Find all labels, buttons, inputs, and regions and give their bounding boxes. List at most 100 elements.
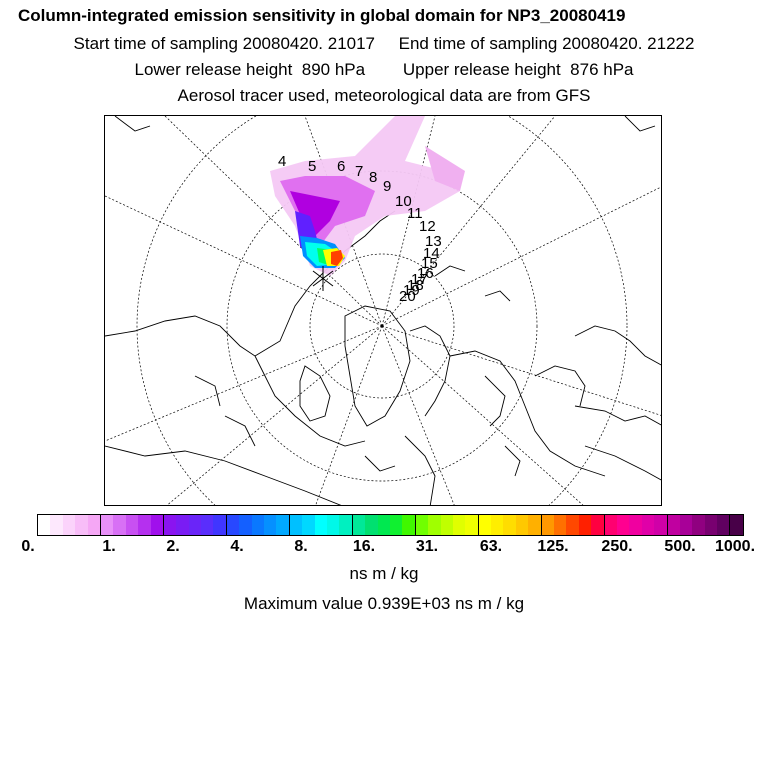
colorbar-segment xyxy=(428,515,441,535)
colorbar-segment xyxy=(566,515,579,535)
colorbar-segment xyxy=(239,515,252,535)
colorbar-segment xyxy=(351,515,366,535)
meridian xyxy=(381,325,584,505)
meridian xyxy=(381,116,436,327)
trajectory-label: 15 xyxy=(421,255,438,272)
colorbar-segment xyxy=(276,515,289,535)
colorbar-segment xyxy=(162,515,177,535)
tracer-info-line: Aerosol tracer used, meteorological data… xyxy=(177,86,591,105)
trajectory-label: 7 xyxy=(355,163,363,180)
colorbar-segment xyxy=(150,515,163,535)
colorbar-tick: 63. xyxy=(479,538,503,555)
colorbar-segment xyxy=(62,515,76,535)
colorbar-segment xyxy=(50,515,63,535)
trajectory-label: 12 xyxy=(419,218,436,235)
colorbar-segment xyxy=(188,515,202,535)
colorbar-segment xyxy=(213,515,226,535)
colorbar-segment xyxy=(503,515,516,535)
meridian xyxy=(166,325,383,505)
colorbar-segment xyxy=(717,515,730,535)
colorbar-tick: 0. xyxy=(21,538,35,555)
colorbar-segment xyxy=(314,515,327,535)
colorbar-tick: 250. xyxy=(601,538,633,555)
colorbar-segment xyxy=(402,515,415,535)
colorbar-units: ns m / kg xyxy=(349,564,419,583)
colorbar-segment xyxy=(641,515,655,535)
trajectory-label: 6 xyxy=(337,158,345,175)
colorbar-segment xyxy=(591,515,604,535)
colorbar-segment xyxy=(138,515,151,535)
meridian xyxy=(105,195,383,327)
colorbar-segment xyxy=(465,515,478,535)
colorbar-segment xyxy=(491,515,504,535)
meridian xyxy=(304,116,383,327)
latitude-circle xyxy=(309,253,455,399)
colorbar-segment xyxy=(225,515,240,535)
colorbar-segment xyxy=(729,515,743,535)
colorbar-segment xyxy=(477,515,492,535)
colorbar-segment xyxy=(440,515,453,535)
release-point-icon xyxy=(312,266,334,291)
colorbar-segment xyxy=(629,515,642,535)
meridian xyxy=(315,325,383,505)
colorbar-segment xyxy=(616,515,630,535)
coastlines xyxy=(105,116,661,505)
colorbar-segment xyxy=(666,515,680,535)
colorbar-segment xyxy=(326,515,340,535)
colorbar-tick: 2. xyxy=(166,538,180,555)
colorbar-tick: 1. xyxy=(102,538,116,555)
colorbar-segment xyxy=(540,515,555,535)
emission-plume xyxy=(270,116,465,276)
meridian xyxy=(381,116,556,327)
trajectory-label: 19 xyxy=(403,282,420,299)
colorbar-segment xyxy=(603,515,617,535)
graticule xyxy=(105,116,661,505)
colorbar-segment xyxy=(377,515,390,535)
sampling-time-line: Start time of sampling 20080420. 21017 E… xyxy=(73,34,695,53)
colorbar-segment xyxy=(692,515,705,535)
colorbar-segment xyxy=(251,515,265,535)
colorbar-segment xyxy=(679,515,693,535)
colorbar-segment xyxy=(99,515,114,535)
colorbar-segment xyxy=(264,515,277,535)
trajectory-labels: 4 5 6 7 8 9 10 11 12 13 14 15 16 17 18 1… xyxy=(278,153,442,305)
colorbar-segment xyxy=(389,515,403,535)
trajectory-label: 9 xyxy=(383,178,391,195)
trajectory-label: 20 xyxy=(399,288,416,305)
meridian xyxy=(381,325,661,416)
colorbar-segment xyxy=(87,515,100,535)
polar-map: 4 5 6 7 8 9 10 11 12 13 14 15 16 17 18 1… xyxy=(104,115,662,506)
colorbar-tick: 500. xyxy=(664,538,696,555)
trajectory-label: 14 xyxy=(423,245,440,262)
colorbar xyxy=(37,514,744,536)
trajectory-label: 10 xyxy=(395,193,412,210)
colorbar-tick: 4. xyxy=(230,538,244,555)
trajectory-label: 16 xyxy=(417,265,434,282)
colorbar-tick: 8. xyxy=(294,538,308,555)
colorbar-segment xyxy=(75,515,88,535)
trajectory-label: 8 xyxy=(369,169,377,186)
colorbar-segment xyxy=(38,515,51,535)
colorbar-ticks: 0. 1. 2. 4. 8. 16. 31. 63. 125. 250. 500… xyxy=(0,538,768,558)
trajectory-label: 18 xyxy=(407,277,424,294)
colorbar-tick: 1000. xyxy=(714,538,756,555)
release-height-line: Lower release height 890 hPa Upper relea… xyxy=(134,60,634,79)
colorbar-segment xyxy=(339,515,352,535)
colorbar-tick: 125. xyxy=(537,538,569,555)
map-canvas: 4 5 6 7 8 9 10 11 12 13 14 15 16 17 18 1… xyxy=(105,116,661,505)
trajectory-label: 13 xyxy=(425,233,442,250)
colorbar-segment xyxy=(288,515,303,535)
trajectory-label: 5 xyxy=(308,158,316,175)
colorbar-segment xyxy=(414,515,429,535)
colorbar-segment xyxy=(515,515,529,535)
latitude-circle xyxy=(136,116,628,505)
colorbar-segment xyxy=(554,515,567,535)
colorbar-segment xyxy=(365,515,378,535)
trajectory-label: 4 xyxy=(278,153,286,170)
colorbar-segment xyxy=(578,515,592,535)
colorbar-segment xyxy=(302,515,315,535)
colorbar-segment xyxy=(125,515,139,535)
colorbar-tick: 16. xyxy=(352,538,376,555)
colorbar-segment xyxy=(528,515,541,535)
meridian xyxy=(381,325,455,505)
